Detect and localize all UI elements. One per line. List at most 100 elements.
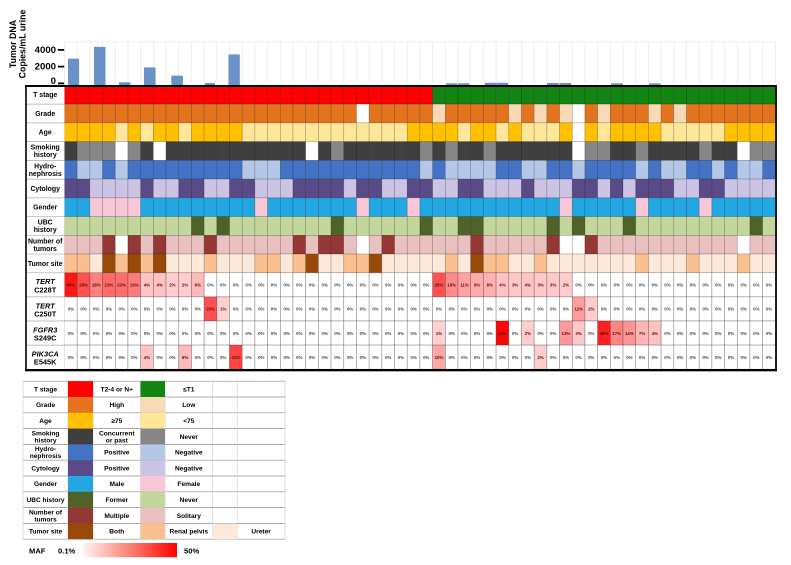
svg-text:0%: 0%: [499, 307, 505, 312]
svg-text:2%: 2%: [525, 331, 531, 336]
svg-text:50%: 50%: [184, 547, 199, 556]
svg-text:0%: 0%: [131, 307, 137, 312]
svg-text:0%: 0%: [512, 331, 518, 336]
svg-text:0%: 0%: [410, 331, 416, 336]
svg-text:0%: 0%: [512, 355, 518, 360]
svg-text:Tumor site: Tumor site: [29, 529, 63, 536]
svg-text:0%: 0%: [207, 331, 213, 336]
svg-text:≥75: ≥75: [111, 418, 122, 425]
svg-text:UBC history: UBC history: [26, 497, 64, 504]
svg-text:0%: 0%: [753, 307, 759, 312]
svg-text:0%: 0%: [309, 283, 315, 288]
svg-text:0%: 0%: [182, 307, 188, 312]
svg-text:T2-4 or N+: T2-4 or N+: [101, 386, 134, 393]
svg-text:0%: 0%: [690, 307, 696, 312]
svg-text:0%: 0%: [93, 331, 99, 336]
svg-text:3%: 3%: [512, 283, 518, 288]
svg-text:0%: 0%: [334, 331, 340, 336]
svg-text:Smoking: Smoking: [32, 430, 60, 437]
svg-text:0%: 0%: [207, 355, 213, 360]
svg-text:Hydro-: Hydro-: [35, 446, 56, 453]
svg-text:0%: 0%: [575, 355, 581, 360]
svg-text:0%: 0%: [220, 355, 226, 360]
svg-text:Tumor DNA: Tumor DNA: [8, 19, 18, 68]
svg-text:44%: 44%: [498, 331, 507, 336]
svg-text:0%: 0%: [80, 307, 86, 312]
svg-text:0%: 0%: [537, 307, 543, 312]
svg-text:0%: 0%: [385, 331, 391, 336]
svg-text:12%: 12%: [574, 307, 583, 312]
svg-text:UBC: UBC: [38, 220, 53, 227]
svg-text:Multiple: Multiple: [104, 513, 129, 520]
svg-text:Copies/mL urine: Copies/mL urine: [17, 10, 27, 79]
svg-text:0%: 0%: [195, 355, 201, 360]
svg-text:Negative: Negative: [175, 450, 203, 457]
svg-text:0%: 0%: [423, 307, 429, 312]
svg-text:0%: 0%: [626, 283, 632, 288]
svg-text:0%: 0%: [131, 355, 137, 360]
svg-text:0%: 0%: [652, 355, 658, 360]
svg-text:0%: 0%: [106, 331, 112, 336]
svg-text:Number of: Number of: [29, 509, 63, 516]
svg-text:0%: 0%: [347, 355, 353, 360]
svg-text:0%: 0%: [93, 307, 99, 312]
svg-text:0%: 0%: [347, 331, 353, 336]
svg-text:T stage: T stage: [33, 92, 57, 99]
svg-text:0%: 0%: [258, 283, 264, 288]
svg-text:0%: 0%: [487, 331, 493, 336]
svg-text:40%: 40%: [66, 283, 75, 288]
svg-text:0%: 0%: [118, 355, 124, 360]
svg-text:Grade: Grade: [35, 111, 55, 118]
svg-text:0%: 0%: [144, 331, 150, 336]
svg-text:0%: 0%: [487, 307, 493, 312]
svg-text:0%: 0%: [283, 283, 289, 288]
svg-text:4%: 4%: [499, 283, 505, 288]
svg-text:Never: Never: [180, 434, 199, 441]
svg-text:38%: 38%: [600, 331, 609, 336]
svg-text:0%: 0%: [448, 355, 454, 360]
svg-text:1%: 1%: [436, 331, 442, 336]
svg-text:0%: 0%: [271, 283, 277, 288]
svg-text:Positive: Positive: [104, 450, 130, 457]
svg-text:0%: 0%: [512, 307, 518, 312]
svg-text:0%: 0%: [283, 307, 289, 312]
svg-text:0%: 0%: [372, 355, 378, 360]
svg-text:0.1%: 0.1%: [58, 547, 76, 556]
svg-text:Tumor site: Tumor site: [28, 261, 63, 268]
svg-text:0%: 0%: [753, 283, 759, 288]
svg-text:0%: 0%: [385, 355, 391, 360]
svg-text:0%: 0%: [753, 331, 759, 336]
svg-text:0%: 0%: [461, 331, 467, 336]
svg-text:0%: 0%: [334, 283, 340, 288]
svg-text:2000: 2000: [35, 62, 56, 73]
svg-text:0%: 0%: [410, 283, 416, 288]
svg-text:0%: 0%: [322, 307, 328, 312]
svg-text:18%: 18%: [92, 283, 101, 288]
svg-text:0%: 0%: [639, 307, 645, 312]
svg-text:0%: 0%: [474, 355, 480, 360]
svg-text:0%: 0%: [448, 307, 454, 312]
svg-text:0%: 0%: [258, 307, 264, 312]
svg-text:Ureter: Ureter: [251, 529, 271, 536]
svg-text:0%: 0%: [207, 283, 213, 288]
svg-text:High: High: [109, 402, 124, 409]
svg-text:history: history: [34, 227, 57, 234]
svg-text:0%: 0%: [398, 355, 404, 360]
svg-text:0%: 0%: [169, 307, 175, 312]
svg-text:17%: 17%: [612, 331, 621, 336]
svg-text:0%: 0%: [474, 331, 480, 336]
svg-text:28%: 28%: [435, 283, 444, 288]
svg-text:0%: 0%: [245, 355, 251, 360]
svg-text:10%: 10%: [435, 355, 444, 360]
svg-text:<75: <75: [183, 418, 195, 425]
svg-text:16%: 16%: [447, 283, 456, 288]
svg-text:Gender: Gender: [33, 205, 57, 212]
svg-text:0%: 0%: [106, 355, 112, 360]
svg-text:0%: 0%: [563, 307, 569, 312]
svg-text:E545K: E545K: [34, 358, 57, 367]
svg-text:Grade: Grade: [36, 402, 55, 409]
svg-text:0%: 0%: [309, 331, 315, 336]
svg-text:0%: 0%: [753, 355, 759, 360]
svg-text:S249C: S249C: [34, 333, 57, 342]
svg-text:0%: 0%: [766, 307, 772, 312]
